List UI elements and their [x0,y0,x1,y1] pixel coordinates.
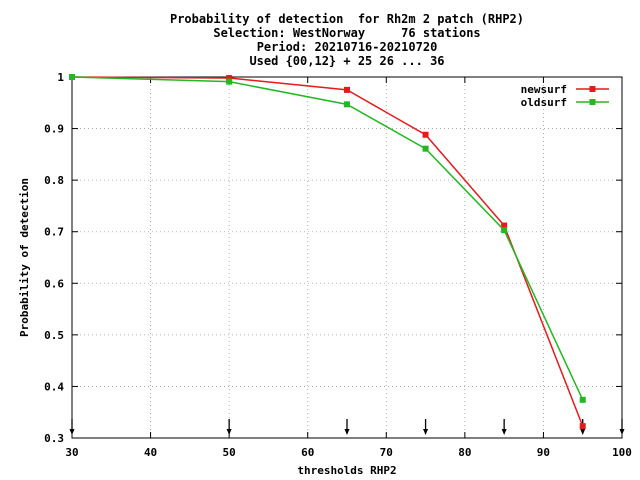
series-line [71,76,584,401]
grid-lines [72,77,622,438]
title-line-1: Probability of detection for Rh2m 2 patc… [170,12,524,26]
data-point [226,75,233,82]
threshold-markers [69,419,625,435]
threshold-arrow [423,419,429,435]
y-tick-label: 0.4 [44,380,64,393]
threshold-arrow [344,419,350,435]
x-tick-label: 40 [144,446,157,459]
legend-marker [589,86,596,92]
y-tick-label: 0.6 [44,277,64,290]
x-tick-label: 90 [537,446,550,459]
data-point [344,86,350,93]
data-point [422,131,429,138]
plot-frame [71,76,623,439]
y-tick-label: 0.8 [44,174,64,187]
data-point [579,423,586,430]
x-tick-label: 30 [65,446,78,459]
y-tick-labels: 0.3 0.4 0.5 0.6 0.7 0.8 0.9 1 [44,71,64,445]
chart-title: Probability of detection for Rh2m 2 patc… [170,12,524,68]
x-tick-label: 100 [612,446,632,459]
legend-marker [589,99,596,105]
y-tick-label: 0.7 [44,226,64,239]
data-point [422,145,429,152]
x-tick-label: 80 [458,446,471,459]
legend-label: oldsurf [521,96,567,109]
title-line-2: Selection: WestNorway 76 stations [213,26,480,40]
x-tick-labels: 30 40 50 60 70 80 90 100 [65,446,632,459]
data-point [69,74,75,80]
threshold-arrow [69,419,75,435]
threshold-arrow [226,419,232,435]
legend-label: newsurf [521,83,567,96]
series-lines [69,74,586,430]
x-tick-label: 50 [223,446,236,459]
title-line-4: Used {00,12} + 25 26 ... 36 [249,54,444,68]
threshold-arrow [619,419,625,435]
series-oldsurf [69,74,586,403]
x-tick-label: 60 [301,446,314,459]
x-tick-label: 70 [380,446,393,459]
x-axis-label: thresholds RHP2 [297,464,396,477]
data-point [226,78,233,85]
y-tick-label: 0.5 [44,329,64,342]
data-point [501,222,508,229]
legend-item-oldsurf: oldsurf [521,96,609,109]
y-tick-label: 1 [57,71,64,84]
y-tick-label: 0.9 [44,123,64,136]
series-newsurf [69,74,586,430]
y-tick-label: 0.3 [44,432,64,445]
title-line-3: Period: 20210716-20210720 [257,40,438,54]
axis-ticks [71,76,623,439]
data-point [579,396,586,403]
data-point [344,101,350,108]
series-line [71,76,584,427]
legend-item-newsurf: newsurf [521,83,609,96]
y-axis-label: Probability of detection [18,178,31,337]
data-point [501,227,508,234]
threshold-arrow [501,419,507,435]
